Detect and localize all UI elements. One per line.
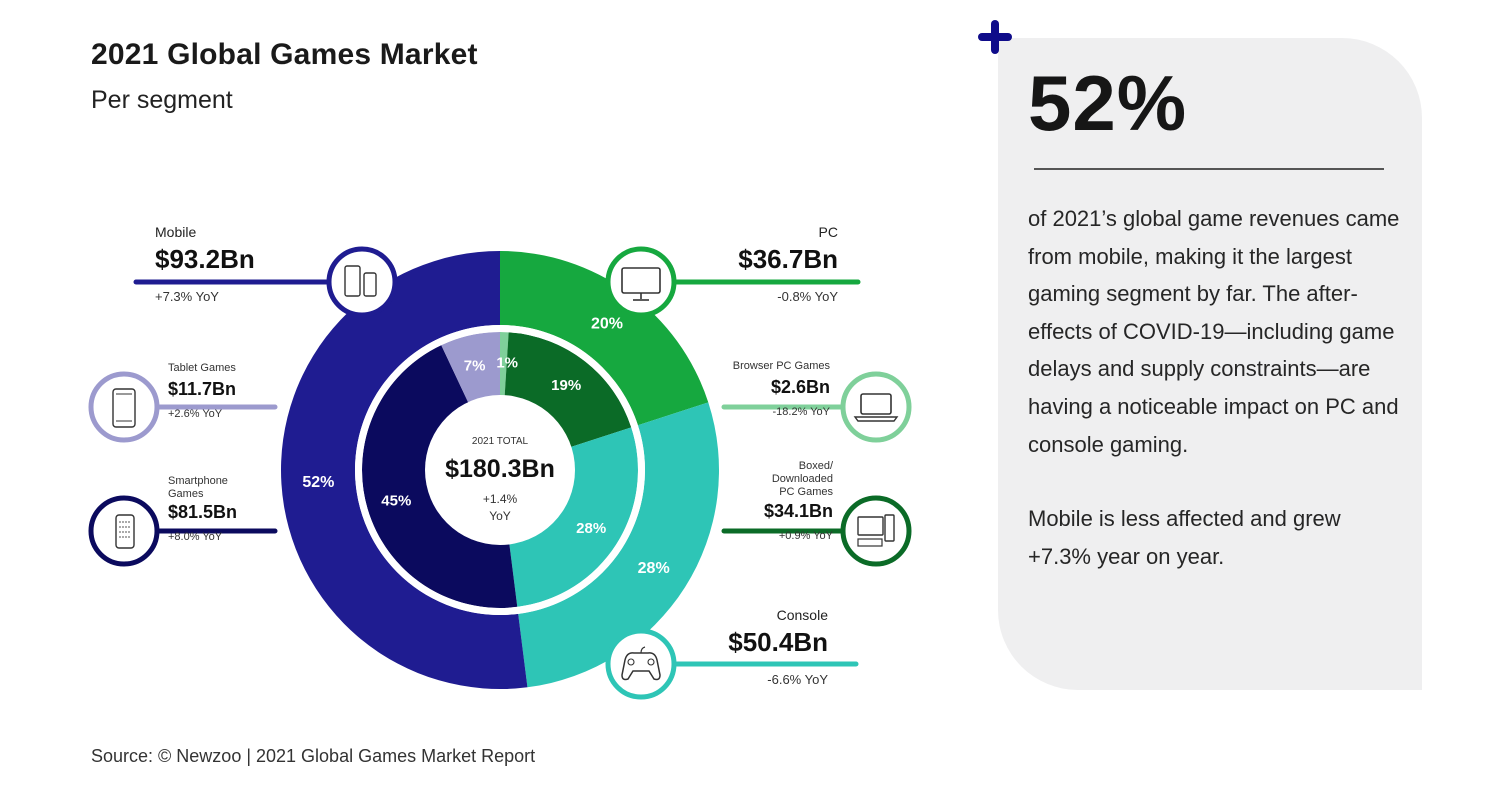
browser-label: Browser PC Games $2.6Bn -18.2% YoY	[700, 360, 830, 418]
center-yoy-suffix: YoY	[489, 509, 511, 523]
smartphone-name-line2: Games	[168, 488, 204, 500]
mobile-yoy: +7.3% YoY	[155, 289, 219, 304]
pc-name: PC	[818, 224, 838, 240]
pc-value: $36.7Bn	[738, 244, 838, 274]
tablet-icon	[88, 371, 160, 443]
center-yoy: +1.4%	[483, 492, 518, 506]
inner-ring-percent-label: 1%	[496, 354, 518, 371]
outer-ring-percent-label: 52%	[302, 474, 334, 491]
mobile-label: Mobile $93.2Bn +7.3% YoY	[155, 224, 255, 304]
laptop-icon	[840, 371, 912, 443]
inner-ring-slice-browser-pc-games	[500, 332, 509, 397]
gamepad-icon	[605, 628, 677, 700]
inner-ring	[362, 332, 638, 608]
pc-yoy: -0.8% YoY	[777, 289, 838, 304]
console-yoy: -6.6% YoY	[767, 672, 828, 687]
boxed-name-line1: Boxed/	[798, 460, 833, 472]
browser-name: Browser PC Games	[732, 360, 830, 372]
callout-divider	[1034, 168, 1384, 170]
pc-label: PC $36.7Bn -0.8% YoY	[680, 224, 838, 304]
center-total-label: 2021 TOTAL	[472, 436, 529, 447]
console-name: Console	[776, 607, 828, 623]
chart-title: 2021 Global Games Market	[91, 38, 478, 71]
outer-ring-slice-pc	[500, 251, 709, 426]
inner-ring-slice-smartphone-games	[362, 345, 518, 608]
plus-icon	[978, 20, 1012, 54]
inner-ring-slice-boxed-downloaded-pc-games	[504, 332, 632, 448]
console-value: $50.4Bn	[728, 627, 828, 657]
smartphone-value: $81.5Bn	[168, 502, 238, 522]
callout-paragraph-2: Mobile is less affected and grew +7.3% y…	[1028, 506, 1341, 569]
smartphone-name-line1: Smartphone	[168, 475, 228, 487]
callout-card	[998, 38, 1422, 690]
outer-ring	[281, 251, 719, 689]
outer-ring-percent-label: 28%	[638, 560, 670, 577]
boxed-yoy: +0.9% YoY	[778, 530, 833, 542]
boxed-name-line3: PC Games	[779, 486, 833, 498]
ring-percent-labels: 20% 28% 52% 1% 19% 28% 45% 7%	[302, 315, 669, 577]
center-total-value: $180.3Bn	[445, 455, 555, 483]
tablet-value: $11.7Bn	[168, 379, 237, 399]
browser-value: $2.6Bn	[770, 377, 830, 397]
outer-ring-slice-mobile	[281, 251, 528, 689]
smartphone-icon	[88, 495, 160, 567]
callout-big-stat: 52%	[1028, 59, 1188, 147]
mobile-value: $93.2Bn	[155, 244, 255, 274]
center-hole	[425, 395, 575, 545]
outer-ring-slice-console	[518, 402, 719, 688]
inner-ring-percent-label: 19%	[551, 377, 581, 394]
browser-yoy: -18.2% YoY	[772, 406, 831, 418]
mobile-devices-icon	[326, 246, 398, 318]
inner-ring-slice-tablet-games	[441, 332, 500, 404]
callout-paragraph-1: of 2021’s global game revenues came from…	[1028, 206, 1400, 457]
ring-separator	[355, 325, 645, 615]
outer-ring-percent-label: 20%	[591, 315, 623, 332]
inner-ring-percent-label: 45%	[381, 492, 411, 509]
boxed-name-line2: Downloaded	[771, 473, 833, 485]
boxed-value: $34.1Bn	[763, 501, 833, 521]
inner-ring-slice-console	[509, 427, 638, 607]
inner-ring-percent-label: 28%	[576, 520, 606, 537]
inner-ring-percent-label: 7%	[464, 357, 486, 374]
smartphone-yoy: +8.0% YoY	[168, 531, 223, 543]
console-label: Console $50.4Bn -6.6% YoY	[680, 607, 828, 687]
desktop-tower-icon	[840, 495, 912, 567]
chart-subtitle: Per segment	[91, 86, 233, 114]
mobile-name: Mobile	[155, 224, 197, 240]
desktop-monitor-icon	[605, 246, 677, 318]
source-citation: Source: © Newzoo | 2021 Global Games Mar…	[91, 746, 536, 766]
tablet-label: Tablet Games $11.7Bn +2.6% YoY	[168, 362, 236, 420]
boxed-label: Boxed/ Downloaded PC Games $34.1Bn +0.9%…	[700, 460, 833, 542]
smartphone-label: Smartphone Games $81.5Bn +8.0% YoY	[168, 475, 237, 543]
callout-description: of 2021’s global game revenues came from…	[1028, 200, 1408, 575]
tablet-yoy: +2.6% YoY	[168, 408, 223, 420]
donut-chart: 20% 28% 52% 1% 19% 28% 45% 7% 2021 TOTAL $180.3…	[88, 246, 912, 700]
tablet-name: Tablet Games	[168, 362, 236, 374]
